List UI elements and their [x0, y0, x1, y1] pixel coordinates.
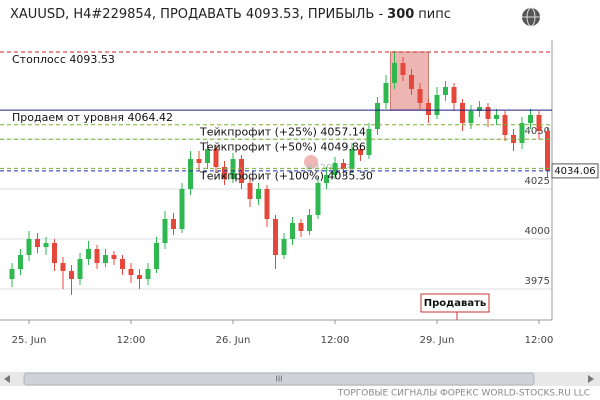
title-text: XAUUSD, H4#229854, ПРОДАВАТЬ 4093.53, ПР…	[10, 7, 383, 22]
candle-body	[392, 63, 397, 83]
candle-body	[35, 239, 40, 247]
candle-body	[281, 239, 287, 255]
candle-body	[519, 123, 525, 143]
level-label: Тейкпрофит (+25%) 4057.14	[199, 126, 366, 139]
candle-body	[111, 255, 117, 259]
candle-body	[349, 149, 355, 169]
candle-body	[324, 175, 329, 183]
candle-body	[460, 103, 465, 123]
watermark: #229843	[305, 163, 352, 174]
profit-unit: пипс	[418, 7, 451, 22]
scrollbar-grip: III	[275, 375, 282, 384]
candle-body	[434, 95, 440, 115]
candle-body	[536, 115, 542, 131]
candle-body	[188, 159, 193, 189]
candle-body	[205, 149, 210, 163]
candle-body	[94, 249, 100, 263]
candle-body	[69, 271, 74, 279]
y-tick-label: 4000	[525, 226, 550, 237]
candle-body	[26, 239, 32, 255]
level-label: Тейкпрофит (+100%) 4035.30	[199, 169, 373, 182]
candle-body	[86, 249, 91, 259]
sell-button-label: Продавать	[424, 298, 486, 309]
level-label: Продаем от уровня 4064.42	[12, 111, 173, 124]
candle-body	[298, 223, 304, 231]
candle-body	[409, 75, 414, 89]
candle-body	[213, 149, 219, 167]
candle-body	[358, 149, 363, 155]
candle-body	[264, 189, 270, 219]
candle-body	[154, 243, 159, 269]
candle-body	[315, 183, 321, 215]
candle-body	[528, 115, 533, 123]
candle-body	[222, 167, 227, 179]
watermark-dot	[304, 155, 318, 169]
y-tick-label: 4050	[525, 126, 550, 137]
current-price-label: 4034.06	[554, 166, 595, 177]
scrollbar-thumb[interactable]	[23, 372, 535, 386]
x-tick-label: 25. Jun	[12, 335, 47, 346]
x-tick-label: 29. Jun	[420, 335, 455, 346]
candle-body	[43, 243, 49, 247]
chart-title: XAUUSD, H4#229854, ПРОДАВАТЬ 4093.53, ПР…	[10, 7, 451, 22]
candle-body	[171, 219, 176, 229]
scroll-right[interactable]	[588, 375, 594, 383]
profit: 300	[387, 7, 414, 22]
x-tick-label: 26. Jun	[216, 335, 251, 346]
candle-body	[162, 219, 168, 243]
x-tick-label: 12:00	[117, 335, 146, 346]
candle-body	[485, 107, 491, 119]
candle-body	[179, 189, 185, 229]
candle-body	[375, 103, 380, 129]
candle-body	[443, 87, 448, 95]
candle-body	[494, 115, 499, 119]
candle-body	[247, 183, 253, 199]
candle-body	[60, 263, 66, 271]
candle-body	[137, 275, 142, 279]
candle-body	[273, 219, 278, 255]
candle-body	[256, 189, 261, 199]
candle-body	[196, 159, 202, 163]
globe-icon[interactable]	[522, 7, 540, 27]
candle-body	[52, 243, 57, 263]
candle-body	[120, 259, 125, 269]
x-tick-label: 12:00	[321, 335, 350, 346]
candle-body	[103, 255, 108, 263]
candle-body	[77, 259, 83, 279]
candle-body	[468, 111, 474, 123]
candle-body	[545, 131, 550, 171]
candle-body	[128, 269, 134, 275]
candle-body	[426, 103, 431, 115]
sell-button[interactable]	[420, 293, 490, 313]
candle-body	[290, 223, 295, 239]
candle-body	[383, 83, 389, 103]
candle-body	[341, 163, 346, 169]
x-tick-label: 12:00	[525, 335, 554, 346]
candle-body	[417, 89, 423, 103]
candle-body	[477, 107, 482, 111]
candle-body	[366, 129, 372, 155]
candle-body	[145, 269, 151, 279]
y-tick-label: 3975	[525, 276, 550, 287]
footer: ТОРГОВЫЕ СИГНАЛЫ ФОРЕКС WORLD-STOCKS.RU …	[337, 389, 590, 399]
y-tick-label: 4025	[525, 176, 550, 187]
level-label: Стоплосс 4093.53	[12, 53, 115, 66]
candle-body	[230, 159, 236, 179]
scroll-left[interactable]	[4, 375, 10, 383]
level-label: Тейкпрофит (+50%) 4049.86	[199, 140, 366, 153]
candle-body	[18, 255, 23, 269]
candle-body	[451, 87, 457, 103]
current-price-box	[551, 163, 599, 179]
candle-body	[332, 163, 338, 175]
candle-body	[400, 63, 406, 75]
candle-body	[307, 215, 312, 231]
candle-body	[9, 269, 15, 279]
